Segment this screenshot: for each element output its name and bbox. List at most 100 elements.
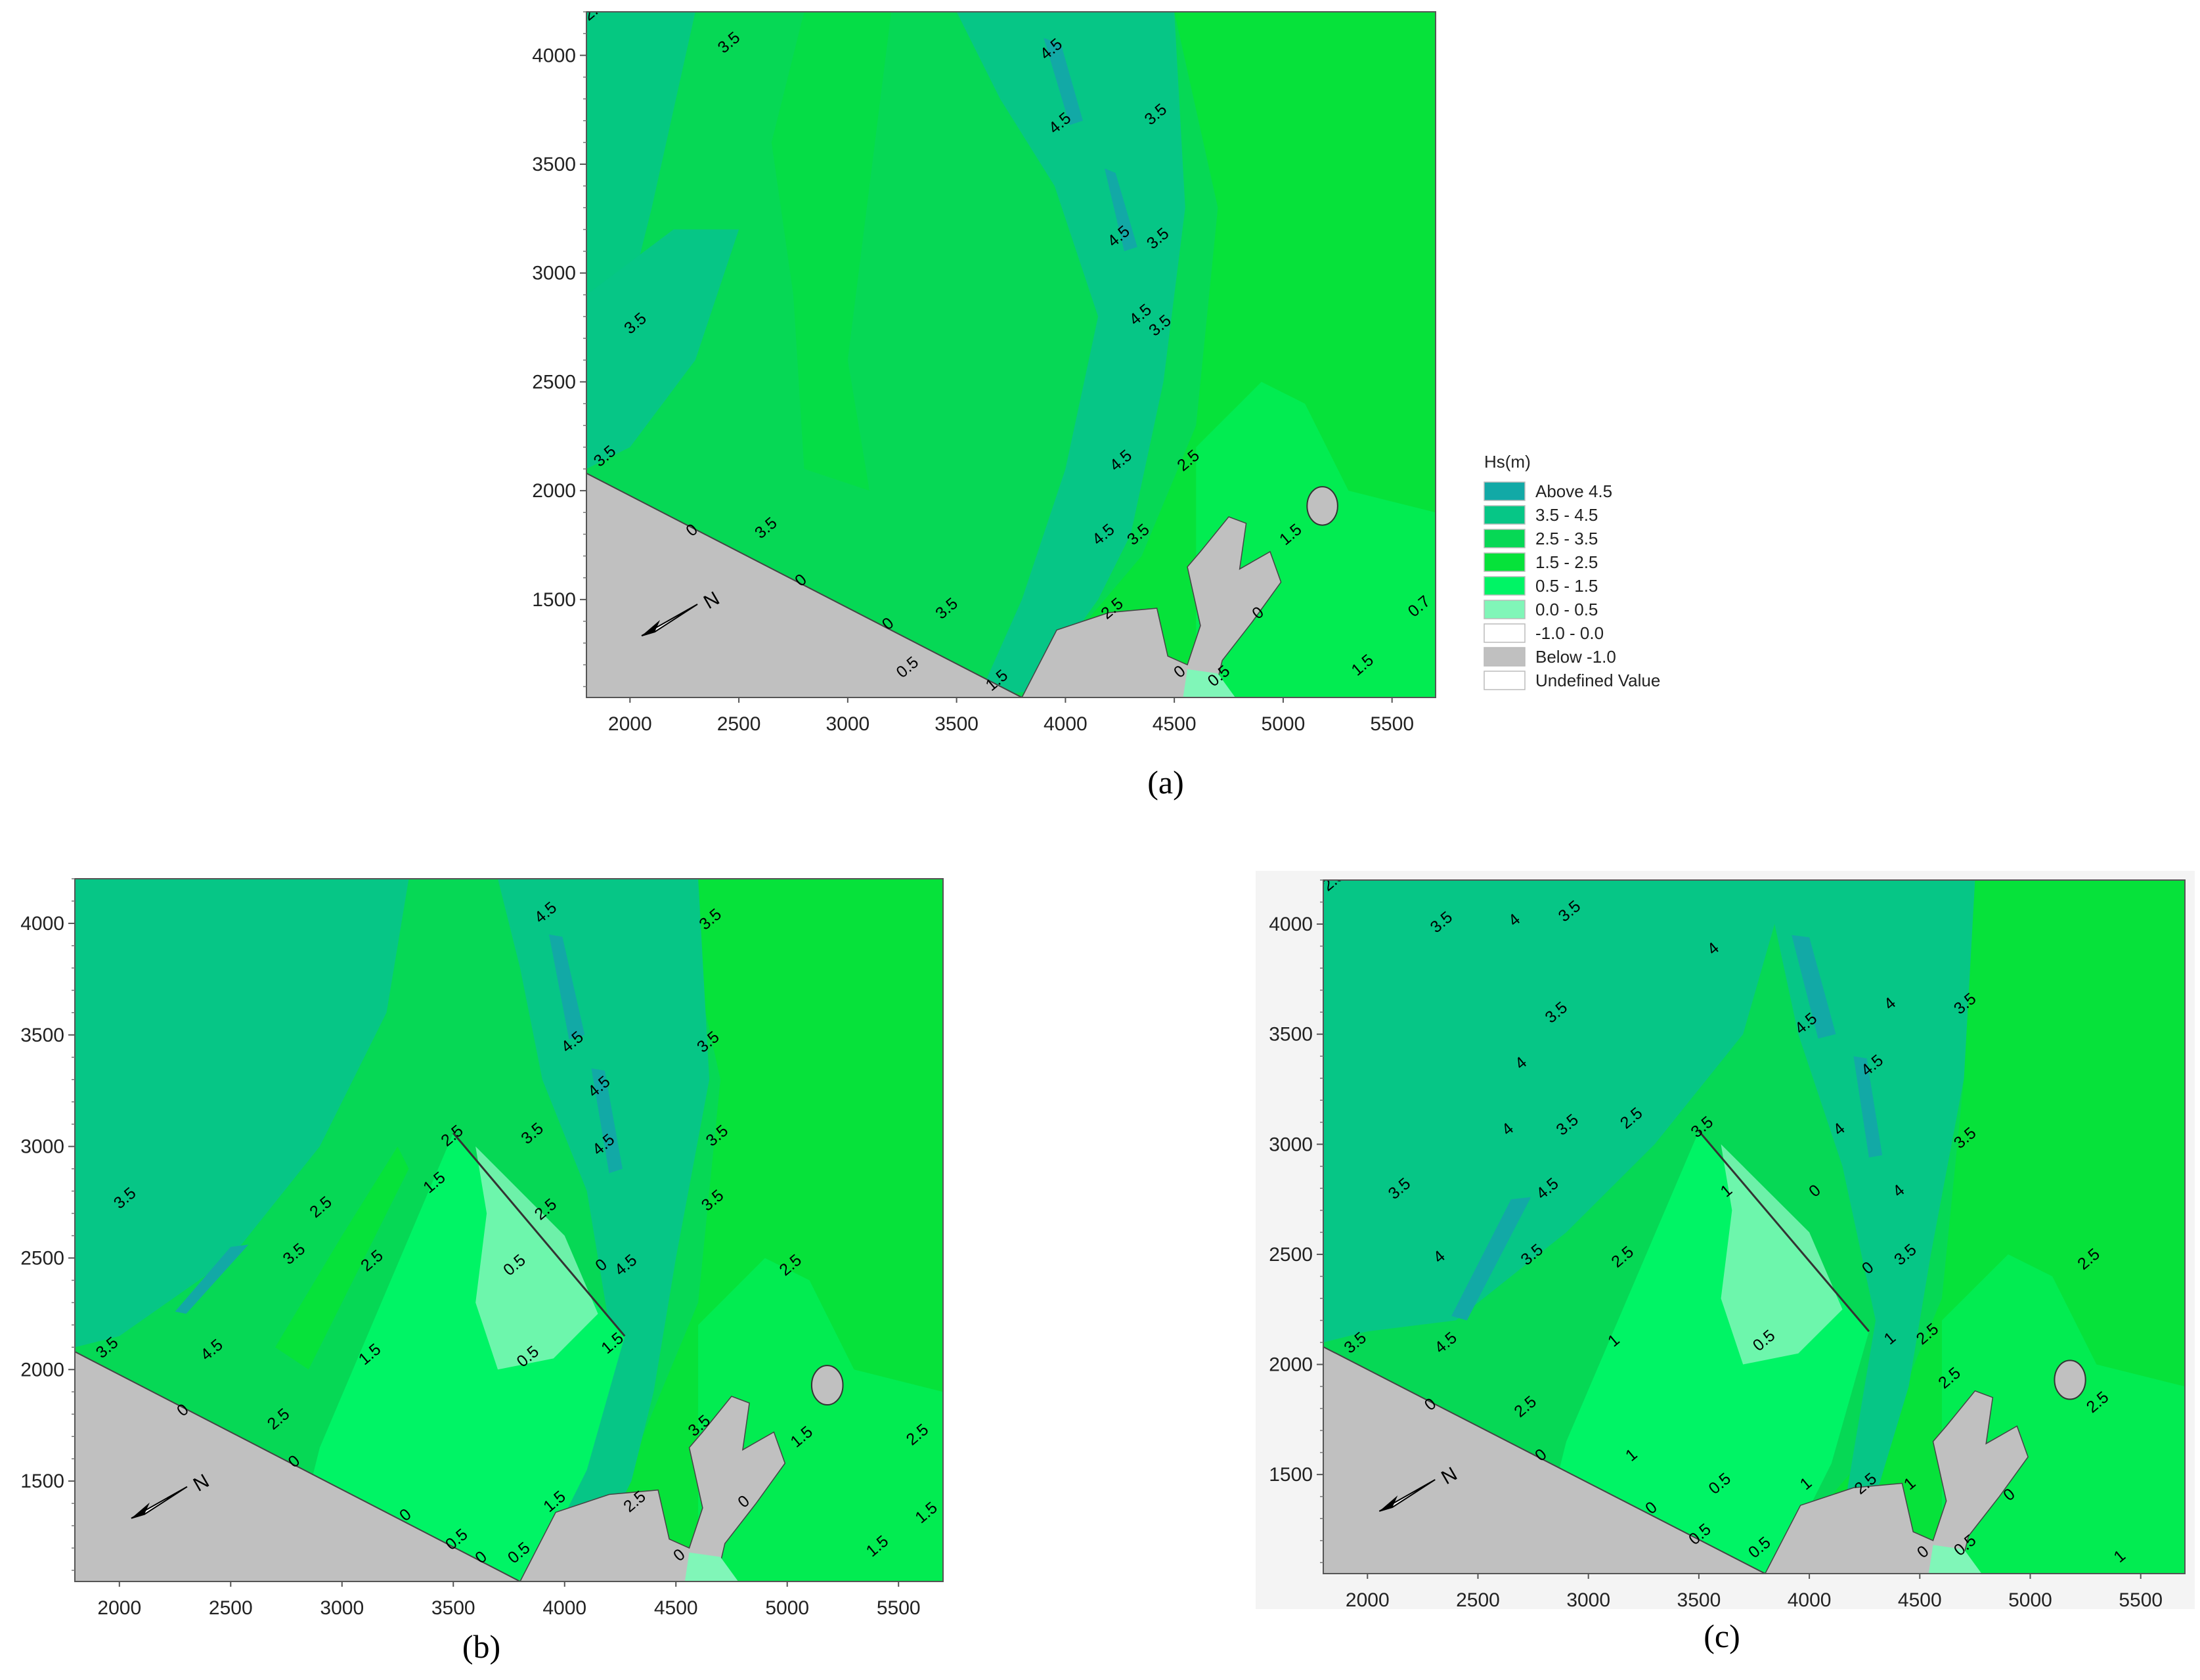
- hs-region-above-4.5: [175, 1245, 249, 1314]
- wave-field-a: 3.52.54.54.5 3.54.5 3.54.53.53.54.5 2.53.50…: [586, 12, 1436, 697]
- island: [1306, 486, 1338, 526]
- x-tick-label: 3000: [825, 713, 869, 735]
- y-tick-label: 1500: [20, 1470, 64, 1492]
- x-tick-label: 4000: [1788, 1589, 1832, 1611]
- x-tick-label: 4500: [1153, 713, 1197, 735]
- panel-a: 3.52.54.54.5 3.54.5 3.54.53.53.54.5 2.53.50…: [532, 11, 1436, 801]
- y-tick-label: 1500: [532, 589, 576, 611]
- x-tick-label: 5000: [765, 1597, 809, 1619]
- hs-region-3.5-4.5: [1765, 880, 1975, 1519]
- y-tick-label: 4000: [532, 45, 576, 66]
- legend-label: -1.0 - 0.0: [1535, 623, 1604, 643]
- x-tick-label: 3500: [935, 713, 979, 735]
- hs-region-0.0-0.5: [1928, 1545, 1982, 1574]
- wave-field-b: 4.5 3.54.5 3.54.53.54.52.5 3.52.51.53.53.5 2…: [75, 879, 943, 1581]
- legend-label: Below -1.0: [1535, 647, 1616, 667]
- island: [2054, 1359, 2086, 1400]
- y-tick-label: 2500: [20, 1247, 64, 1269]
- x-tick-label: 2500: [1456, 1589, 1500, 1611]
- hs-region-0.5-1.5: [1941, 1254, 2185, 1574]
- hs-region-1.5-2.5: [275, 1146, 409, 1370]
- x-tick-label: 3500: [1677, 1589, 1721, 1611]
- legend-swatch: [1484, 671, 1526, 690]
- legend-label: 1.5 - 2.5: [1535, 552, 1598, 572]
- legend-swatch: [1484, 529, 1526, 548]
- x-tick-label: 2000: [97, 1597, 141, 1619]
- x-tick-label: 4000: [1044, 713, 1088, 735]
- y-tick-label: 2000: [1269, 1354, 1313, 1376]
- x-tick-label: 5500: [1370, 713, 1414, 735]
- coastline: [1323, 1346, 1766, 1574]
- hs-region-3.5-4.5: [586, 229, 739, 469]
- x-tick-label: 4500: [1898, 1589, 1942, 1611]
- legend-label: 2.5 - 3.5: [1535, 529, 1598, 548]
- hs-region-0.0-0.5: [684, 1552, 739, 1581]
- y-tick-label: 4000: [20, 913, 64, 935]
- hs-region-above-4.5: [1853, 1056, 1883, 1158]
- hs-region-0.5-1.5: [1196, 382, 1436, 697]
- x-tick-label: 5500: [2119, 1589, 2163, 1611]
- legend-swatch: [1484, 600, 1526, 619]
- panel-caption: (b): [462, 1628, 500, 1665]
- headland: [1021, 516, 1282, 697]
- headland: [519, 1396, 786, 1581]
- x-tick-label: 3000: [1566, 1589, 1610, 1611]
- y-tick-label: 2500: [1269, 1244, 1313, 1266]
- legend-label: 3.5 - 4.5: [1535, 505, 1598, 525]
- x-tick-label: 2500: [209, 1597, 253, 1619]
- x-tick-label: 2000: [1346, 1589, 1390, 1611]
- north-arrow-icon: N: [131, 1470, 213, 1519]
- hs-region-3.5-4.5: [498, 879, 710, 1549]
- legend-title: Hs(m): [1484, 452, 1531, 472]
- panel-caption: (c): [1704, 1618, 1740, 1654]
- hs-region-above-4.5: [1044, 37, 1083, 125]
- hs-region-3.5-4.5: [956, 12, 1185, 697]
- y-tick-label: 2000: [532, 480, 576, 502]
- plot-frame: [586, 11, 1436, 698]
- x-tick-label: 5000: [2008, 1589, 2052, 1611]
- legend: Hs(m)Above 4.5 3.5 - 4.5 2.5 - 3.5 1.5 - 2.…: [1484, 452, 1660, 690]
- hs-region-3.5-4.5: [75, 879, 409, 1348]
- island: [810, 1365, 844, 1406]
- hs-region-above-4.5: [549, 934, 585, 1040]
- plot-frame: [74, 878, 944, 1582]
- legend-swatch: [1484, 647, 1526, 667]
- legend-swatch: [1484, 623, 1526, 643]
- y-tick-label: 1500: [1269, 1464, 1313, 1486]
- hs-region-0.0-0.5: [1721, 1144, 1843, 1365]
- x-tick-label: 4000: [542, 1597, 586, 1619]
- panel-b: 4.5 3.54.5 3.54.53.54.52.5 3.52.51.53.53.5 2…: [20, 878, 944, 1665]
- y-tick-label: 2000: [20, 1359, 64, 1381]
- hs-region-0.0-0.5: [1183, 669, 1235, 697]
- y-tick-label: 2500: [532, 371, 576, 393]
- x-tick-label: 5500: [877, 1597, 921, 1619]
- x-tick-label: 2500: [717, 713, 761, 735]
- legend-swatch: [1484, 576, 1526, 596]
- y-tick-label: 3500: [1269, 1024, 1313, 1046]
- y-tick-label: 3500: [20, 1025, 64, 1046]
- x-tick-label: 3500: [431, 1597, 475, 1619]
- breakwater: [452, 1132, 626, 1337]
- hs-region-3.5-4.5: [1323, 880, 1788, 1342]
- panel-caption: (a): [1147, 764, 1184, 801]
- legend-label: 0.0 - 0.5: [1535, 600, 1598, 619]
- panel-c: 2.53.5 4 3.543.5 4.54 3.54 4.53.54 2.5 3.5 4 3.53…: [1269, 879, 2186, 1654]
- headland: [1764, 1390, 2029, 1574]
- y-tick-label: 3500: [532, 154, 576, 175]
- legend-swatch: [1484, 481, 1526, 501]
- x-tick-label: 2000: [608, 713, 652, 735]
- y-tick-label: 3000: [20, 1136, 64, 1158]
- hs-region-0.0-0.5: [475, 1146, 598, 1370]
- hs-region-0.5-1.5: [698, 1258, 943, 1581]
- legend-swatch: [1484, 552, 1526, 572]
- legend-swatch: [1484, 505, 1526, 525]
- hs-region-above-4.5: [1105, 168, 1137, 252]
- legend-label: Undefined Value: [1535, 671, 1660, 690]
- y-tick-label: 4000: [1269, 914, 1313, 935]
- legend-label: 0.5 - 1.5: [1535, 576, 1598, 596]
- coastline: [586, 472, 1023, 697]
- y-tick-label: 3000: [532, 263, 576, 284]
- hs-region-1.5-2.5: [771, 12, 892, 491]
- y-tick-label: 3000: [1269, 1134, 1313, 1155]
